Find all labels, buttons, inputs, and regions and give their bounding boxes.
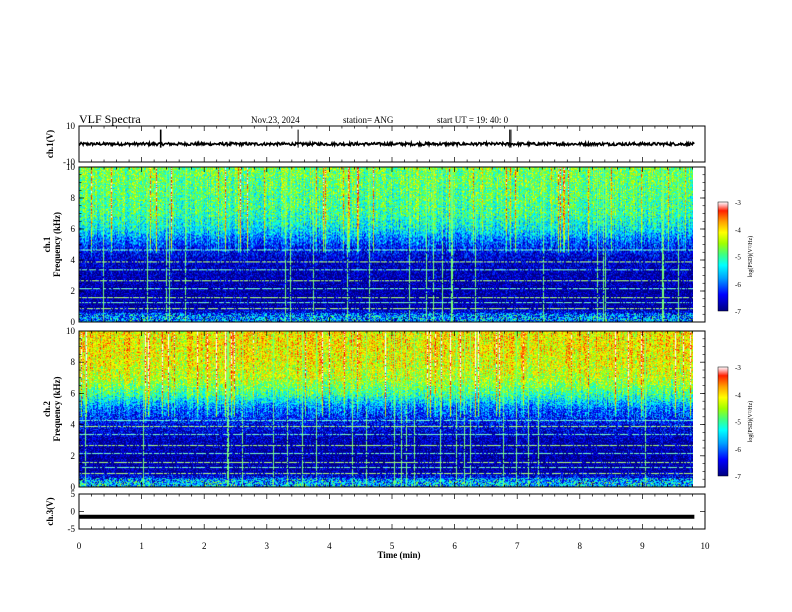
y-tick-label: 6 — [71, 224, 76, 234]
x-tick-label: 2 — [202, 541, 207, 551]
x-tick-label: 0 — [77, 541, 82, 551]
y-tick-label: 5 — [71, 489, 76, 499]
y-tick-label: 10 — [66, 326, 76, 336]
colorbar-title: log(PSD)(V²/Hz) — [747, 401, 754, 442]
colorbar-tick-label: -5 — [735, 419, 741, 427]
y-axis-title-line: ch.3(V) — [45, 497, 55, 525]
header-start-time: start UT = 19: 40: 0 — [437, 115, 509, 125]
y-tick-label: -5 — [68, 524, 76, 534]
header-station: station= ANG — [343, 115, 394, 125]
ch2-spectrogram-image — [79, 331, 693, 487]
y-axis-title: ch.3(V) — [45, 497, 55, 525]
ch1-colorbar — [717, 201, 729, 312]
colorbar-tick-label: -6 — [735, 446, 741, 454]
colorbar-tick-label: -4 — [735, 226, 741, 234]
y-axis-title-line: Frequency (kHz) — [52, 376, 62, 441]
x-tick-label: 1 — [139, 541, 144, 551]
x-tick-label: 6 — [452, 541, 457, 551]
x-tick-label: 7 — [515, 541, 520, 551]
colorbar-title-text: log(PSD)(V²/Hz) — [747, 236, 754, 277]
y-tick-label: 4 — [71, 255, 76, 265]
x-tick-label: 9 — [640, 541, 645, 551]
header-date: Nov.23, 2024 — [251, 115, 300, 125]
y-tick-label: 4 — [71, 420, 76, 430]
figure-title: VLF Spectra — [79, 112, 141, 126]
ch1-waveform-trace — [78, 129, 695, 149]
y-tick-label: 10 — [66, 121, 76, 131]
y-tick-label: 0 — [71, 482, 76, 492]
y-axis-title: ch.1 Frequency (kHz) — [42, 212, 62, 277]
y-axis-title-line: ch.1 — [42, 236, 52, 252]
y-tick-label: -10 — [63, 157, 75, 167]
x-axis-title: Time (min) — [377, 550, 420, 560]
colorbar-tick-label: -7 — [735, 308, 741, 316]
x-tick-label: 5 — [390, 541, 395, 551]
y-tick-label: 0 — [71, 317, 76, 327]
ch3-waveform-frame — [78, 493, 706, 530]
y-tick-label: 2 — [71, 451, 76, 461]
x-tick-label: 8 — [578, 541, 583, 551]
ch2-spectrogram-panel — [78, 330, 706, 488]
x-tick-label: 3 — [265, 541, 270, 551]
colorbar-tick-label: -5 — [735, 254, 741, 262]
ch2-colorbar — [717, 366, 729, 477]
x-tick-label: 10 — [701, 541, 711, 551]
ch1-spectrogram-panel — [78, 166, 706, 323]
y-axis-title-line: Frequency (kHz) — [52, 212, 62, 277]
y-tick-label: 8 — [71, 193, 76, 203]
colorbar-tick-label: -3 — [735, 364, 741, 372]
y-tick-label: 0 — [71, 507, 76, 517]
colorbar-tick-label: -6 — [735, 281, 741, 289]
ch2-colorbar-gradient — [717, 366, 729, 477]
y-tick-label: 10 — [66, 162, 76, 172]
ch1-spectrogram-image — [79, 167, 693, 322]
colorbar-title-text: log(PSD)(V²/Hz) — [747, 401, 754, 442]
y-axis-title-line: ch.2 — [42, 401, 52, 417]
colorbar-title: log(PSD)(V²/Hz) — [747, 236, 754, 277]
colorbar-tick-label: -3 — [735, 199, 741, 207]
y-tick-label: 8 — [71, 357, 76, 367]
colorbar-tick-label: -4 — [735, 391, 741, 399]
y-tick-label: 6 — [71, 388, 76, 398]
axis-ticks — [78, 125, 706, 530]
ch1-colorbar-gradient — [717, 201, 729, 312]
y-axis-title: ch.1(V) — [45, 130, 55, 158]
y-tick-label: 2 — [71, 286, 76, 296]
x-tick-label: 4 — [327, 541, 332, 551]
ch1-waveform-line — [78, 139, 695, 149]
y-axis-title: ch.2 Frequency (kHz) — [42, 376, 62, 441]
colorbar-tick-label: -7 — [735, 473, 741, 481]
y-axis-title-line: ch.1(V) — [45, 130, 55, 158]
